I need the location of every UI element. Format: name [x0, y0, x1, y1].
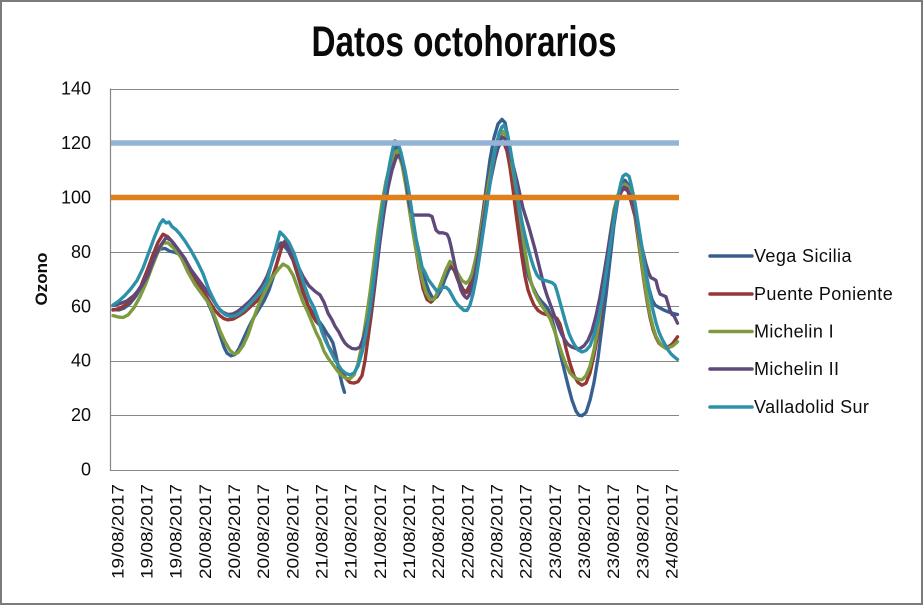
svg-text:80: 80 — [71, 242, 91, 262]
svg-text:Datos octohorarios: Datos octohorarios — [312, 18, 617, 66]
svg-text:20/08/2017: 20/08/2017 — [226, 484, 244, 579]
svg-text:Puente Poniente: Puente Poniente — [754, 284, 893, 304]
svg-text:20/08/2017: 20/08/2017 — [284, 484, 302, 579]
svg-text:22/08/2017: 22/08/2017 — [459, 484, 477, 579]
svg-text:21/08/2017: 21/08/2017 — [401, 484, 419, 579]
svg-text:24/08/2017: 24/08/2017 — [664, 484, 682, 579]
svg-text:21/08/2017: 21/08/2017 — [372, 484, 390, 579]
svg-text:60: 60 — [71, 296, 91, 316]
svg-text:20: 20 — [71, 405, 91, 425]
svg-text:19/08/2017: 19/08/2017 — [168, 484, 186, 579]
svg-text:Valladolid Sur: Valladolid Sur — [754, 397, 869, 417]
svg-text:22/08/2017: 22/08/2017 — [489, 484, 507, 579]
svg-text:Ozono: Ozono — [32, 253, 51, 306]
svg-text:120: 120 — [61, 133, 91, 153]
svg-text:23/08/2017: 23/08/2017 — [634, 484, 652, 579]
svg-text:21/08/2017: 21/08/2017 — [314, 484, 332, 579]
svg-text:19/08/2017: 19/08/2017 — [139, 484, 157, 579]
svg-text:20/08/2017: 20/08/2017 — [255, 484, 273, 579]
svg-text:22/08/2017: 22/08/2017 — [518, 484, 536, 579]
svg-text:Michelin I: Michelin I — [754, 322, 834, 342]
svg-text:22/08/2017: 22/08/2017 — [430, 484, 448, 579]
svg-text:20/08/2017: 20/08/2017 — [197, 484, 215, 579]
svg-text:23/08/2017: 23/08/2017 — [547, 484, 565, 579]
svg-text:0: 0 — [81, 460, 91, 480]
svg-text:19/08/2017: 19/08/2017 — [109, 484, 127, 579]
svg-text:100: 100 — [61, 188, 91, 208]
svg-text:Vega Sicilia: Vega Sicilia — [754, 246, 852, 266]
svg-text:40: 40 — [71, 351, 91, 371]
svg-text:21/08/2017: 21/08/2017 — [343, 484, 361, 579]
svg-text:Michelin II: Michelin II — [754, 359, 839, 379]
svg-text:23/08/2017: 23/08/2017 — [576, 484, 594, 579]
svg-text:140: 140 — [61, 79, 91, 99]
svg-text:23/08/2017: 23/08/2017 — [605, 484, 623, 579]
